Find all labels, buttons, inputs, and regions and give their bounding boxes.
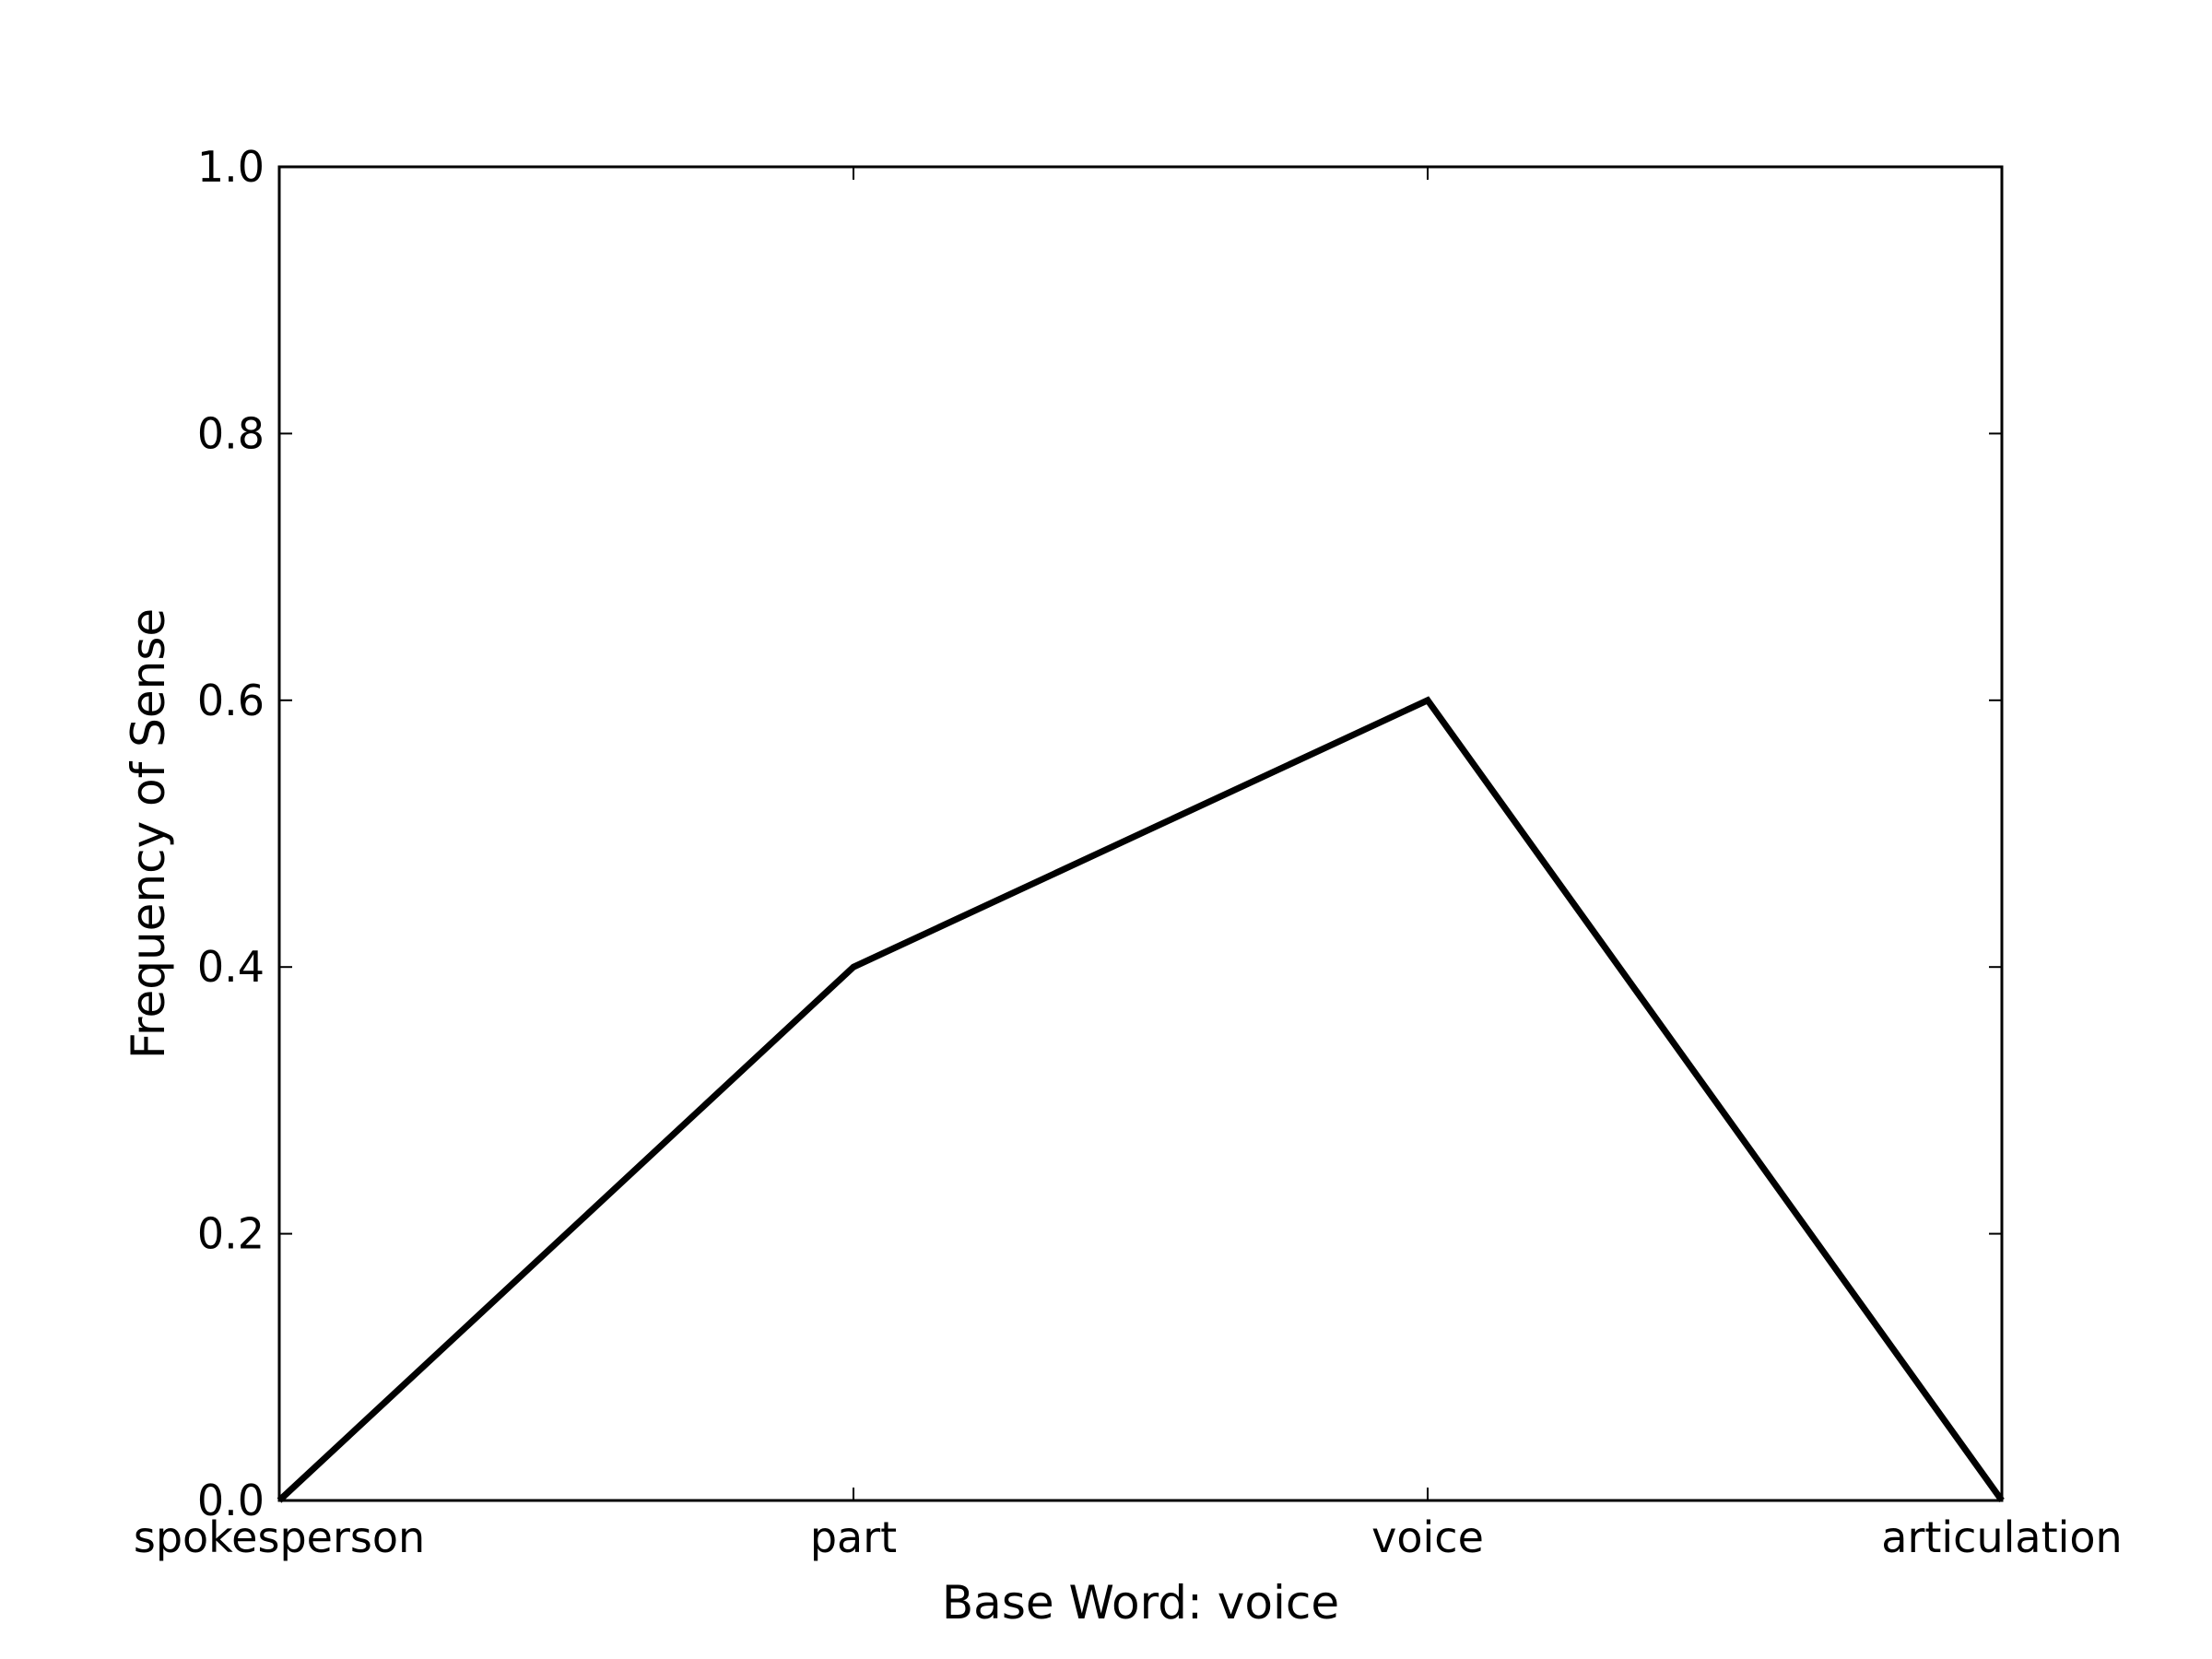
x-tick-label: spokesperson bbox=[134, 1512, 425, 1562]
y-tick-label: 0.8 bbox=[197, 408, 265, 458]
y-axis-label: Frequency of Sense bbox=[122, 608, 175, 1059]
x-axis-label: Base Word: voice bbox=[942, 1576, 1339, 1630]
y-tick-label: 0.0 bbox=[197, 1476, 265, 1525]
y-tick-label: 0.6 bbox=[197, 676, 265, 725]
x-tick-label: voice bbox=[1371, 1512, 1484, 1562]
tick-labels-layer: 0.0 0.2 0.4 0.6 0.8 1.0 spokesperson part voice a… bbox=[134, 142, 2123, 1562]
x-tick-label: articulation bbox=[1881, 1512, 2122, 1562]
x-tick-label: part bbox=[810, 1512, 897, 1562]
y-tick-label: 1.0 bbox=[197, 142, 265, 192]
y-tick-label: 0.2 bbox=[197, 1209, 265, 1259]
y-tick-label: 0.4 bbox=[197, 942, 265, 992]
plot-frame bbox=[277, 165, 2004, 1502]
series-line bbox=[276, 696, 2005, 1503]
